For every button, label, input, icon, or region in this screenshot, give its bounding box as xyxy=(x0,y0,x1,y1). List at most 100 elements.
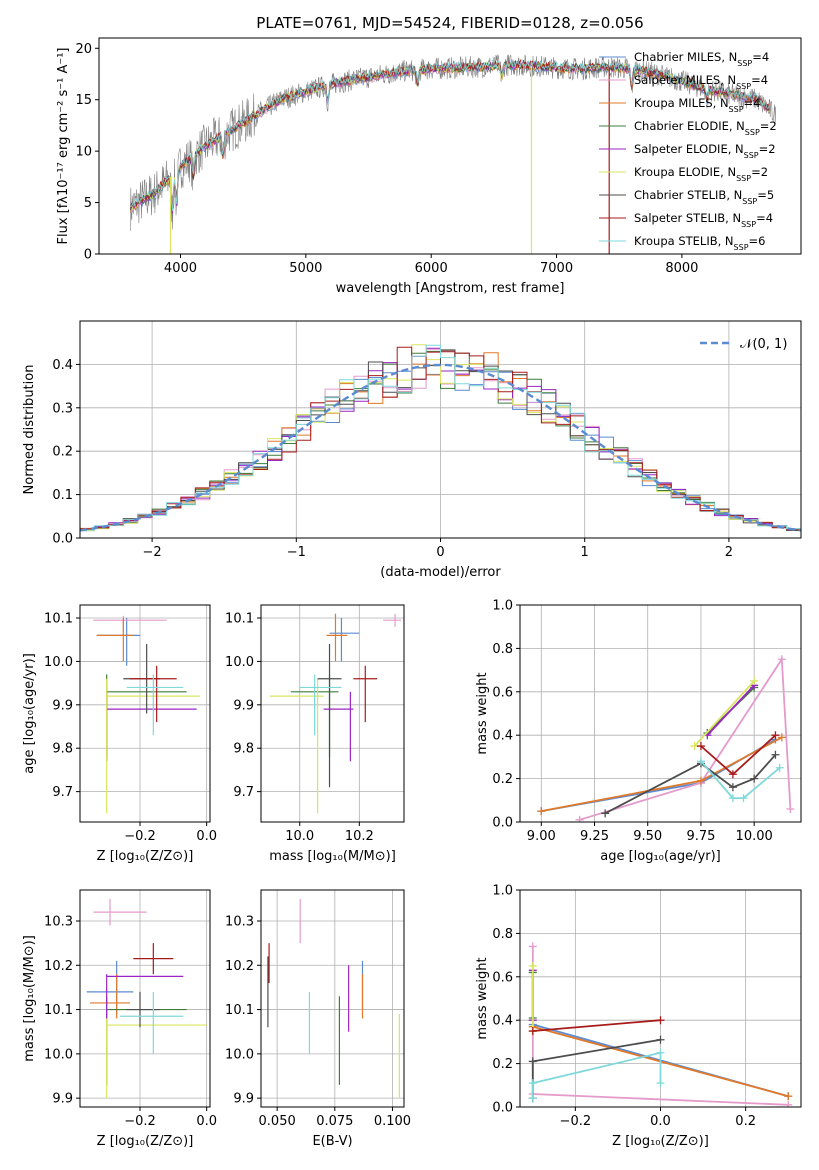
legend-label: 𝒩(0, 1) xyxy=(740,337,787,352)
x-tick-label: 0.0 xyxy=(650,1114,671,1129)
x-tick-label: 9.75 xyxy=(686,829,715,844)
y-tick-label: 10.2 xyxy=(44,959,73,974)
mass-weight-marker xyxy=(528,1057,537,1066)
y-tick-label: 20 xyxy=(75,42,92,57)
mass-weight-line xyxy=(532,1019,661,1032)
y-tick-label: 10.0 xyxy=(44,655,73,670)
mass-weight-marker xyxy=(771,731,780,740)
panel-mass_vs_EBV: 0.050 0.075 0.100 9.9 10.0 10.1 10.2 10.3 E(B-V) xyxy=(225,889,411,1149)
mass-weight-line xyxy=(531,1038,661,1099)
x-tick-label: 0.2 xyxy=(735,1114,756,1129)
x-axis-label: Z [log₁₀(Z/Z⊙)] xyxy=(97,1134,194,1149)
mass-weight-marker xyxy=(528,1094,537,1103)
legend-label: Chabrier STELIB, NSSP=5 xyxy=(634,188,774,206)
mass-weight-line xyxy=(700,760,781,799)
x-tick-label: 9.00 xyxy=(527,829,556,844)
legend-label: Chabrier MILES, NSSP=4 xyxy=(634,50,769,68)
x-axis-label: Z [log₁₀(Z/Z⊙)] xyxy=(612,1134,709,1149)
x-axis-label: mass [log₁₀(M/M⊙)] xyxy=(269,849,396,864)
panel-spectrum: 4000 5000 6000 7000 8000 0 5 10 15 20 Chabrier MIL… xyxy=(56,37,802,296)
mass-weight-line xyxy=(579,656,792,821)
x-tick-label: 0.075 xyxy=(316,1114,353,1129)
mass-weight-line xyxy=(693,680,755,747)
mass-weight-line xyxy=(541,736,783,812)
mass-weight-marker xyxy=(728,783,737,792)
panel-mass_vs_Z: −0.2 0.0 9.9 10.0 10.1 10.2 10.3 Z [log₁₀(Z/Z⊙)… xyxy=(22,889,217,1149)
panel-mass_weight_vs_age: 9.00 9.25 9.50 9.75 10.00 0.0 0.2 0.4 0.6 0.8 1.0 a… xyxy=(475,599,802,864)
y-tick-label: 15 xyxy=(75,93,92,108)
mass-weight-marker xyxy=(777,655,786,664)
plot-area xyxy=(86,898,207,1099)
legend-label: Salpeter MILES, NSSP=4 xyxy=(634,73,768,91)
axes-frame xyxy=(79,889,211,1108)
x-tick-label: 5000 xyxy=(289,261,322,276)
x-tick-label: −0.2 xyxy=(124,829,156,844)
panel-residuals: −2 −1 0 1 2 0.0 0.1 0.2 0.3 0.4 𝒩(0, 1) (data-model… xyxy=(22,320,802,580)
observed-spectrum xyxy=(130,53,776,231)
normal-curve xyxy=(80,363,801,532)
mass-weight-marker xyxy=(528,961,537,970)
mass-weight-marker xyxy=(528,1027,537,1036)
y-tick-label: 9.8 xyxy=(233,742,254,757)
legend-label: Salpeter ELODIE, NSSP=2 xyxy=(634,142,776,160)
x-tick-label: −0.2 xyxy=(124,1114,156,1129)
legend-label: Kroupa STELIB, NSSP=6 xyxy=(634,234,765,252)
y-tick-label: 0.0 xyxy=(52,532,73,547)
y-tick-label: 9.8 xyxy=(52,742,73,757)
y-tick-label: 10.1 xyxy=(225,1003,254,1018)
legend-label: Chabrier ELODIE, NSSP=2 xyxy=(634,119,777,137)
x-tick-label: 1 xyxy=(581,545,589,560)
y-tick-label: 10.0 xyxy=(44,1047,73,1062)
plot-area xyxy=(93,615,200,814)
x-axis-label: E(B-V) xyxy=(312,1134,352,1149)
mass-weight-marker xyxy=(656,1035,665,1044)
x-tick-label: 4000 xyxy=(164,261,197,276)
y-tick-label: 9.9 xyxy=(52,1092,73,1107)
y-tick-label: 9.9 xyxy=(52,698,73,713)
model-spectrum xyxy=(130,59,770,212)
mass-weight-marker xyxy=(528,942,537,951)
x-tick-label: 2 xyxy=(725,545,733,560)
figure-title: PLATE=0761, MJD=54524, FIBERID=0128, z=0… xyxy=(256,14,643,32)
x-tick-label: −2 xyxy=(143,545,162,560)
y-tick-label: 5 xyxy=(84,196,92,211)
mass-weight-marker xyxy=(656,1079,665,1088)
y-axis-label: age [log₁₀(age/yr)] xyxy=(22,653,37,774)
x-tick-label: 0.0 xyxy=(196,829,217,844)
mass-weight-line xyxy=(541,738,776,812)
mass-weight-marker xyxy=(601,809,610,818)
panel-age_vs_mass: 10.0 10.2 9.7 9.8 9.9 10.0 10.1 mass [log₁₀(M/M… xyxy=(225,604,405,864)
x-tick-label: 6000 xyxy=(415,261,448,276)
x-tick-label: 8000 xyxy=(665,261,698,276)
mass-weight-marker xyxy=(728,770,737,779)
y-axis-label: mass weight xyxy=(475,957,490,1039)
mass-weight-marker xyxy=(739,794,748,803)
axes-frame xyxy=(260,889,405,1108)
y-tick-label: 0.4 xyxy=(492,729,513,744)
mass-weight-marker xyxy=(775,763,784,772)
plot-area xyxy=(129,53,776,254)
mass-weight-marker xyxy=(784,1100,793,1107)
axes-frame xyxy=(260,604,405,823)
x-tick-label: 10.0 xyxy=(285,829,314,844)
legend-label: Kroupa MILES, NSSP=4 xyxy=(634,96,760,114)
y-tick-label: 0 xyxy=(84,248,92,263)
plot-area xyxy=(528,942,793,1107)
mass-weight-marker xyxy=(777,733,786,742)
panel-age_vs_Z: −0.2 0.0 9.7 9.8 9.9 10.0 10.1 Z [log₁₀(Z/Z⊙)] a… xyxy=(22,604,217,864)
x-tick-label: 10.00 xyxy=(736,829,773,844)
y-tick-label: 0.0 xyxy=(492,1101,513,1116)
y-tick-label: 9.9 xyxy=(233,1092,254,1107)
y-tick-label: 10.3 xyxy=(225,915,254,930)
mass-weight-marker xyxy=(771,750,780,759)
x-tick-label: 0 xyxy=(436,545,444,560)
y-tick-label: 1.0 xyxy=(492,599,513,614)
plot-area xyxy=(80,344,801,532)
y-tick-label: 0.2 xyxy=(492,772,513,787)
y-tick-label: 0.4 xyxy=(52,358,73,373)
x-axis-label: Z [log₁₀(Z/Z⊙)] xyxy=(97,849,194,864)
y-tick-label: 0.6 xyxy=(492,685,513,700)
axes-frame xyxy=(98,37,802,255)
y-tick-label: 9.7 xyxy=(233,785,254,800)
